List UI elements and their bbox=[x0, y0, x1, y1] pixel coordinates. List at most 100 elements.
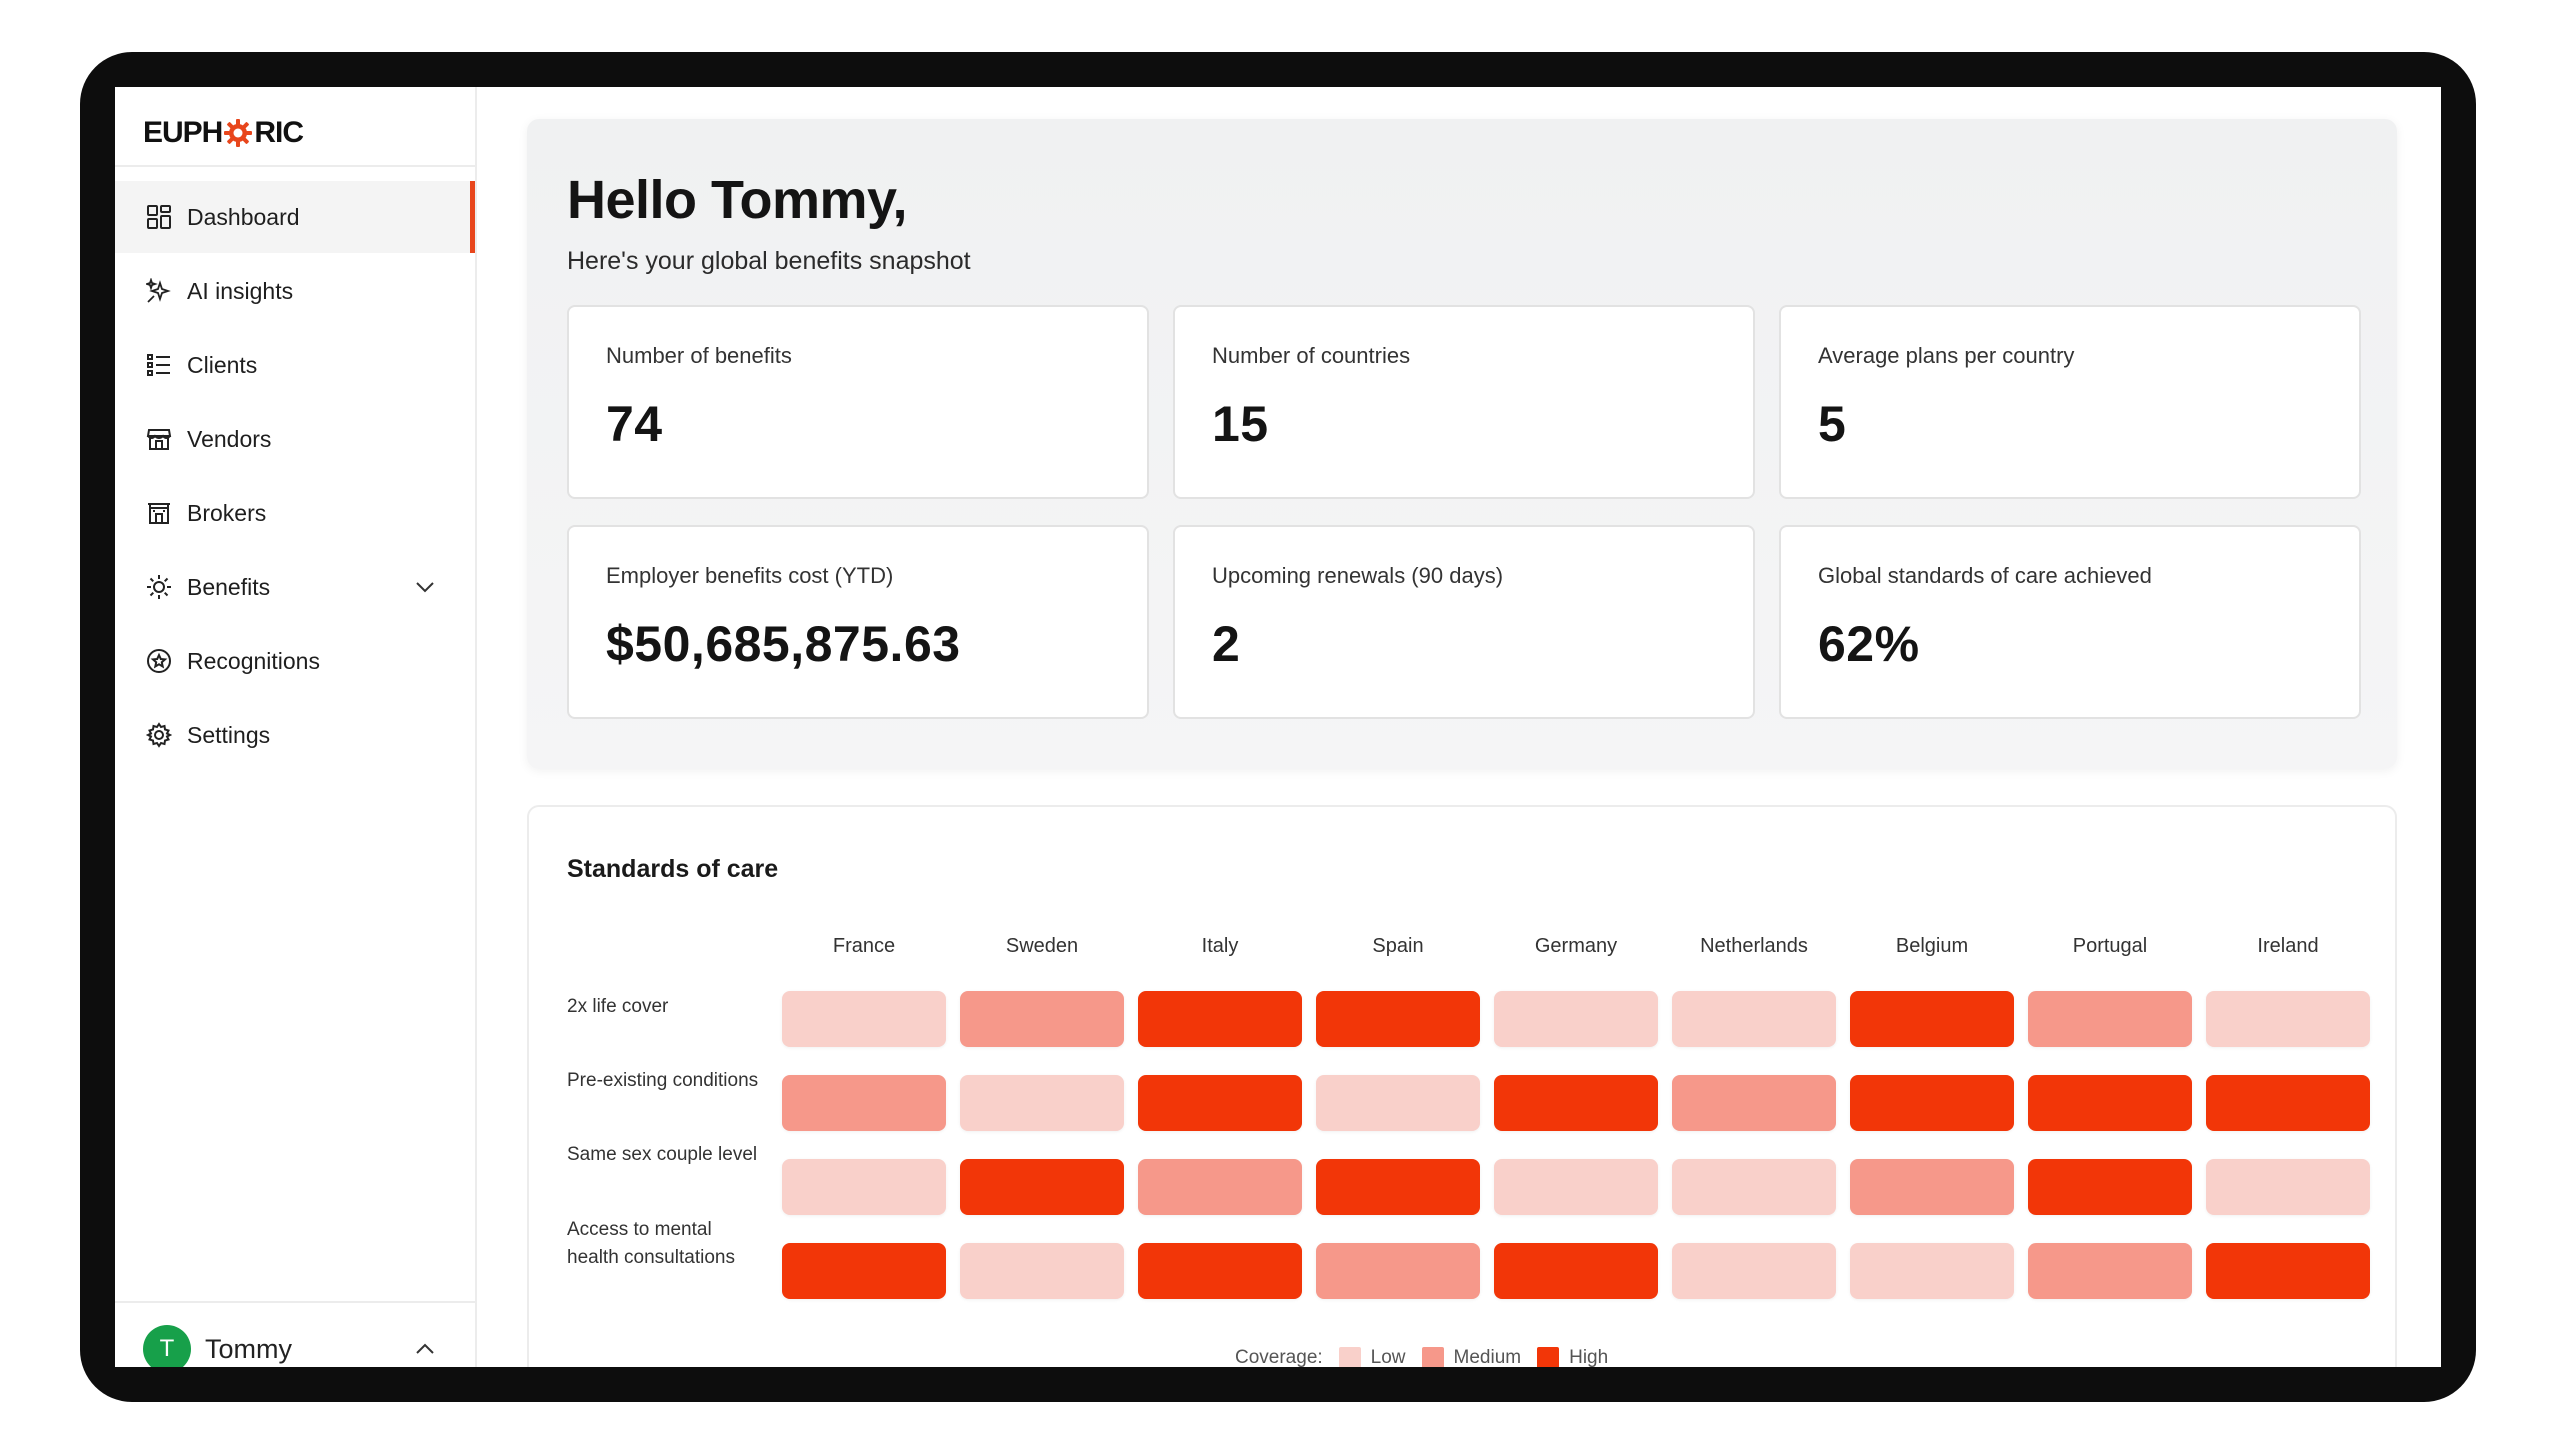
section-title: Standards of care bbox=[567, 855, 779, 883]
snapshot-card: Hello Tommy, Here's your global benefits… bbox=[527, 119, 2397, 769]
legend-swatch-low bbox=[1338, 1347, 1361, 1367]
logo-text-end: RIC bbox=[254, 116, 304, 149]
stat-value: 74 bbox=[606, 396, 663, 452]
heatmap-cell[interactable] bbox=[1138, 1075, 1302, 1131]
heatmap-cell[interactable] bbox=[2028, 1159, 2192, 1215]
heatmap-cell[interactable] bbox=[1494, 1075, 1658, 1131]
heatmap-cell[interactable] bbox=[782, 1159, 946, 1215]
heatmap-cell[interactable] bbox=[1138, 991, 1302, 1047]
sidebar-item-label: AI insights bbox=[187, 277, 294, 304]
sidebar-item-label: Dashboard bbox=[187, 203, 300, 230]
stat-card-renewals: Upcoming renewals (90 days) 2 bbox=[1173, 525, 1755, 719]
main-content: Hello Tommy, Here's your global benefits… bbox=[477, 87, 2441, 1367]
sidebar-item-recognitions[interactable]: Recognitions bbox=[115, 625, 475, 697]
heatmap-cell[interactable] bbox=[1138, 1159, 1302, 1215]
heatmap-cell[interactable] bbox=[1672, 991, 1836, 1047]
column-header-italy: Italy bbox=[1201, 935, 1239, 957]
heatmap-cell[interactable] bbox=[1316, 1243, 1480, 1299]
store-icon bbox=[145, 425, 173, 453]
heatmap-cell[interactable] bbox=[1494, 1159, 1658, 1215]
page-title: Hello Tommy, bbox=[567, 170, 908, 230]
heatmap-cell[interactable] bbox=[1138, 1243, 1302, 1299]
column-header-belgium: Belgium bbox=[1895, 935, 1969, 957]
heatmap-cell[interactable] bbox=[2206, 1075, 2370, 1131]
heatmap-cell[interactable] bbox=[2028, 1075, 2192, 1131]
heatmap-cell[interactable] bbox=[782, 991, 946, 1047]
sidebar-item-clients[interactable]: Clients bbox=[115, 329, 475, 401]
award-icon bbox=[145, 647, 173, 675]
sidebar-item-label: Settings bbox=[187, 721, 271, 748]
heatmap-cell[interactable] bbox=[2206, 1243, 2370, 1299]
row-header: Same sex couple level bbox=[567, 1144, 758, 1165]
logo-text-start: EUPH bbox=[143, 116, 223, 149]
device-frame: EUPH RIC bbox=[80, 52, 2476, 1402]
row-header: Pre-existing conditions bbox=[567, 1070, 759, 1091]
sidebar-item-dashboard[interactable]: Dashboard bbox=[115, 181, 475, 253]
heatmap-cell[interactable] bbox=[2028, 1243, 2192, 1299]
user-name: Tommy bbox=[205, 1333, 292, 1364]
sidebar-item-label: Recognitions bbox=[187, 647, 320, 674]
heatmap-cell[interactable] bbox=[1672, 1243, 1836, 1299]
heatmap-cell[interactable] bbox=[1316, 1159, 1480, 1215]
sidebar-item-ai-insights[interactable]: AI insights bbox=[115, 255, 475, 327]
heatmap-cell[interactable] bbox=[960, 1075, 1124, 1131]
heatmap-cell[interactable] bbox=[782, 1075, 946, 1131]
sidebar-item-brokers[interactable]: Brokers bbox=[115, 477, 475, 549]
sidebar-item-settings[interactable]: Settings bbox=[115, 699, 475, 771]
stat-label: Number of benefits bbox=[606, 343, 792, 368]
heatmap-cell[interactable] bbox=[1316, 991, 1480, 1047]
legend-swatch-medium bbox=[1421, 1347, 1444, 1367]
sidebar-item-label: Benefits bbox=[187, 573, 271, 600]
column-header-portugal: Portugal bbox=[2072, 935, 2148, 957]
sidebar: EUPH RIC bbox=[115, 87, 477, 1367]
heatmap-cell[interactable] bbox=[960, 991, 1124, 1047]
heatmap-cell[interactable] bbox=[1494, 991, 1658, 1047]
heatmap-cell[interactable] bbox=[1850, 991, 2014, 1047]
logo-gear-icon bbox=[224, 119, 253, 147]
stat-card-standards: Global standards of care achieved 62% bbox=[1779, 525, 2361, 719]
heatmap-cell[interactable] bbox=[1316, 1075, 1480, 1131]
heatmap-cell[interactable] bbox=[1672, 1075, 1836, 1131]
heatmap-cell[interactable] bbox=[960, 1243, 1124, 1299]
column-header-ireland: Ireland bbox=[2257, 935, 2319, 957]
heatmap-cell[interactable] bbox=[2206, 1159, 2370, 1215]
sidebar-item-benefits[interactable]: Benefits bbox=[115, 551, 475, 623]
sidebar-item-label: Vendors bbox=[187, 425, 272, 452]
legend-low: Low bbox=[1370, 1347, 1406, 1367]
heatmap-cell[interactable] bbox=[2206, 991, 2370, 1047]
avatar: T bbox=[143, 1325, 191, 1367]
column-header-netherlands: Netherlands bbox=[1700, 935, 1808, 957]
sidebar-item-label: Brokers bbox=[187, 499, 267, 526]
chevron-up-icon[interactable] bbox=[413, 1337, 437, 1361]
heatmap-cell[interactable] bbox=[782, 1243, 946, 1299]
sparkles-icon bbox=[145, 277, 173, 305]
grid-icon bbox=[145, 203, 173, 231]
heatmap-cell[interactable] bbox=[1494, 1243, 1658, 1299]
stat-card-avg-plans: Average plans per country 5 bbox=[1779, 305, 2361, 499]
heatmap-cell[interactable] bbox=[1850, 1243, 2014, 1299]
stat-label: Average plans per country bbox=[1818, 343, 2075, 368]
column-header-spain: Spain bbox=[1372, 935, 1424, 957]
column-header-sweden: Sweden bbox=[1005, 935, 1079, 957]
legend-swatch-high bbox=[1537, 1347, 1560, 1367]
heatmap-cell[interactable] bbox=[1672, 1159, 1836, 1215]
legend-high: High bbox=[1569, 1347, 1609, 1367]
row-header: 2x life cover bbox=[567, 996, 669, 1017]
chevron-down-icon[interactable] bbox=[413, 575, 437, 599]
legend-label: Coverage: bbox=[1235, 1347, 1323, 1367]
stat-value: 5 bbox=[1818, 396, 1847, 452]
standards-of-care-card: Standards of care Coverage: Low Medium H… bbox=[527, 805, 2397, 1367]
logo[interactable]: EUPH RIC bbox=[115, 87, 475, 167]
heatmap-cell[interactable] bbox=[1850, 1159, 2014, 1215]
sidebar-item-vendors[interactable]: Vendors bbox=[115, 403, 475, 475]
list-icon bbox=[145, 351, 173, 379]
stat-label: Upcoming renewals (90 days) bbox=[1212, 563, 1504, 588]
heatmap-cell[interactable] bbox=[1850, 1075, 2014, 1131]
sidebar-nav: Dashboard AI insights bbox=[115, 181, 475, 771]
stat-label: Employer benefits cost (YTD) bbox=[606, 563, 894, 588]
heatmap-cell[interactable] bbox=[960, 1159, 1124, 1215]
stat-card-countries: Number of countries 15 bbox=[1173, 305, 1755, 499]
row-header: Access to mental health consultations bbox=[567, 1219, 735, 1268]
user-menu[interactable]: T Tommy bbox=[115, 1301, 475, 1367]
heatmap-cell[interactable] bbox=[2028, 991, 2192, 1047]
